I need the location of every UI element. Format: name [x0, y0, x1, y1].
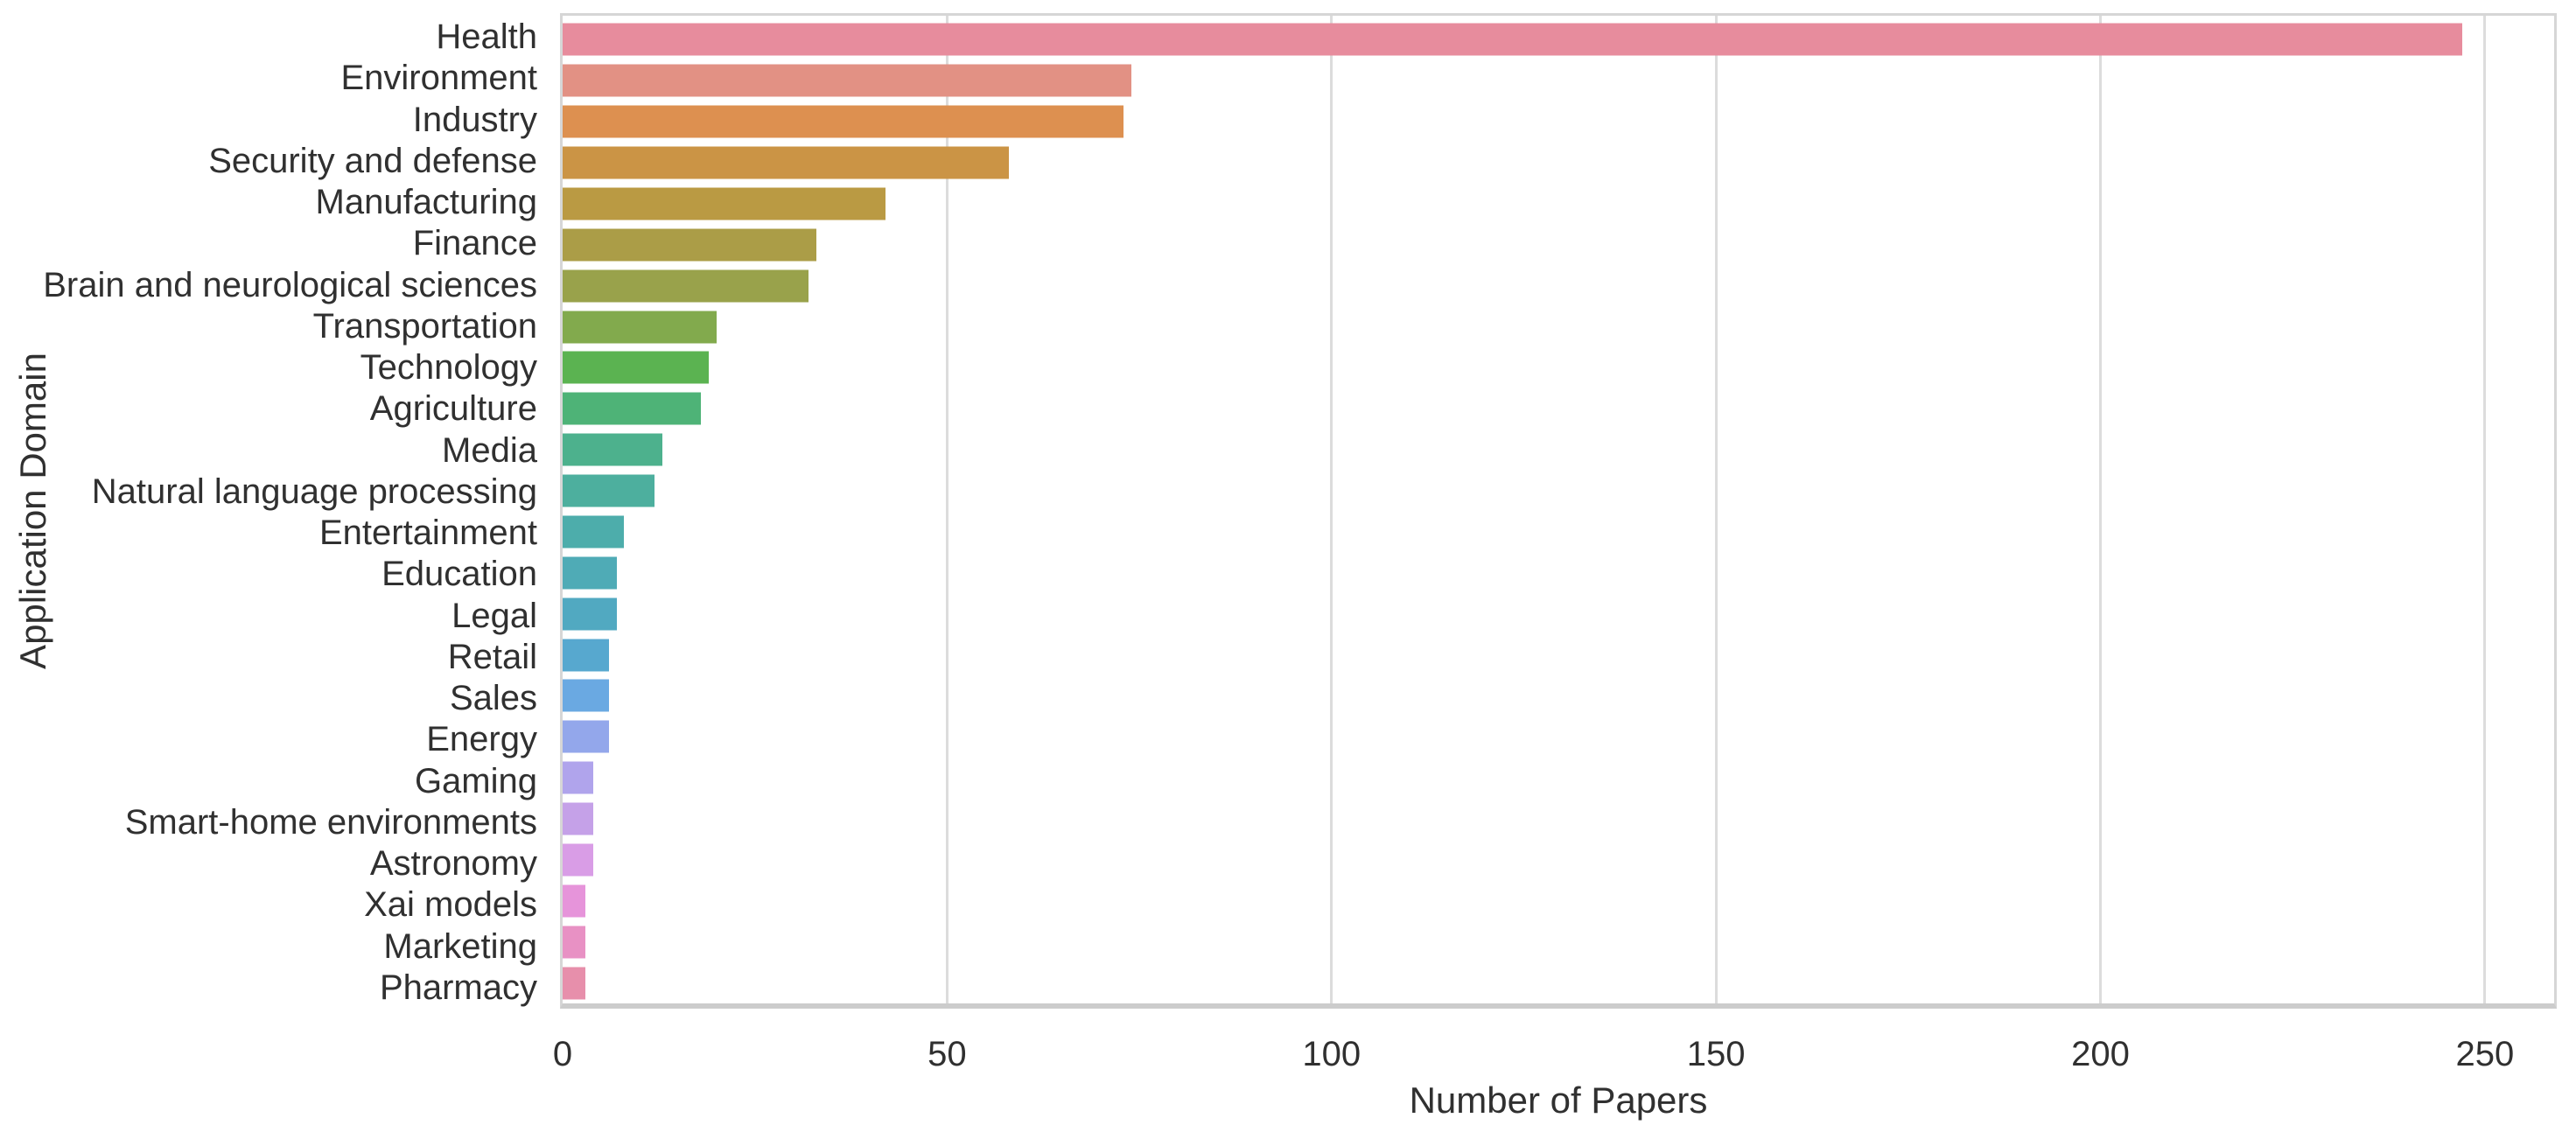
y-tick-label-sales: Sales	[449, 679, 537, 718]
bar-brain-and-neurological-sciences	[563, 269, 809, 303]
bar-sales	[563, 679, 609, 712]
x-tick-label-250: 250	[2455, 1035, 2515, 1073]
y-tick-label-finance: Finance	[412, 224, 537, 263]
bar-marketing	[563, 926, 586, 959]
x-tick-label-0: 0	[552, 1035, 573, 1073]
y-tick-label-natural-language-processing: Natural language processing	[91, 472, 537, 511]
bar-row-energy	[563, 716, 2554, 758]
y-tick-label-energy: Energy	[426, 720, 537, 759]
plot-area	[560, 13, 2557, 1009]
y-tick-label-environment: Environment	[340, 59, 537, 98]
y-tick-label-marketing: Marketing	[383, 926, 537, 966]
bar-row-natural-language-processing	[563, 471, 2554, 512]
x-tick-label-100: 100	[1302, 1035, 1362, 1073]
y-tick-label-media: Media	[442, 430, 537, 470]
y-tick-label-brain-and-neurological-sciences: Brain and neurological sciences	[43, 265, 537, 304]
bar-row-smart-home-environments	[563, 799, 2554, 840]
y-tick-label-agriculture: Agriculture	[369, 389, 537, 429]
bar-finance	[563, 228, 816, 262]
bar-row-gaming	[563, 758, 2554, 799]
bar-natural-language-processing	[563, 474, 655, 507]
gridline-x-100	[1330, 16, 1334, 1003]
bar-media	[563, 433, 663, 466]
bar-energy	[563, 720, 609, 753]
bar-row-transportation	[563, 306, 2554, 347]
y-tick-label-xai-models: Xai models	[364, 885, 537, 925]
bar-row-health	[563, 19, 2554, 60]
x-tick-label-200: 200	[2071, 1035, 2130, 1073]
y-tick-label-retail: Retail	[447, 637, 537, 676]
y-tick-label-transportation: Transportation	[312, 306, 537, 346]
bar-row-marketing	[563, 921, 2554, 962]
bar-environment	[563, 64, 1132, 97]
y-tick-label-technology: Technology	[360, 348, 537, 388]
bar-row-environment	[563, 60, 2554, 101]
y-tick-label-smart-home-environments: Smart-home environments	[124, 802, 537, 842]
bar-row-media	[563, 430, 2554, 471]
bar-row-legal	[563, 593, 2554, 634]
bar-transportation	[563, 311, 717, 344]
bar-xai-models	[563, 884, 586, 918]
x-axis-title: Number of Papers	[1409, 1080, 1708, 1121]
y-tick-labels: Health Environment Industry Security and de…	[0, 17, 537, 1009]
y-tick-label-health: Health	[436, 17, 537, 57]
x-tick-labels: 0 50 100 150 200 250	[553, 1035, 2554, 1073]
bar-gaming	[563, 761, 594, 794]
bar-rows	[563, 16, 2554, 1003]
y-tick-label-gaming: Gaming	[414, 761, 537, 800]
bar-row-astronomy	[563, 840, 2554, 881]
bar-row-technology	[563, 347, 2554, 388]
gridline-x-50	[945, 16, 948, 1003]
bar-manufacturing	[563, 187, 886, 220]
bar-industry	[563, 105, 1124, 138]
y-tick-label-legal: Legal	[452, 596, 537, 635]
bar-row-sales	[563, 675, 2554, 716]
y-tick-label-entertainment: Entertainment	[318, 514, 537, 553]
y-tick-label-security-and-defense: Security and defense	[208, 141, 537, 180]
gridline-x-200	[2099, 16, 2103, 1003]
y-tick-label-education: Education	[382, 555, 537, 594]
bar-row-entertainment	[563, 512, 2554, 553]
gridline-x-150	[1714, 16, 1718, 1003]
bar-retail	[563, 639, 609, 672]
bar-row-education	[563, 552, 2554, 593]
bar-row-retail	[563, 634, 2554, 675]
bar-row-xai-models	[563, 880, 2554, 921]
y-tick-label-astronomy: Astronomy	[369, 844, 537, 884]
y-tick-label-industry: Industry	[412, 100, 537, 139]
bar-agriculture	[563, 392, 702, 425]
bar-smart-home-environments	[563, 802, 594, 835]
bar-row-agriculture	[563, 388, 2554, 430]
bar-astronomy	[563, 843, 594, 877]
y-tick-label-pharmacy: Pharmacy	[379, 968, 537, 1007]
bar-technology	[563, 351, 709, 384]
bar-row-security-and-defense	[563, 143, 2554, 184]
bar-pharmacy	[563, 967, 586, 1000]
bar-legal	[563, 597, 617, 631]
x-tick-label-150: 150	[1686, 1035, 1746, 1073]
bar-row-finance	[563, 224, 2554, 265]
bar-row-manufacturing	[563, 184, 2554, 225]
gridline-x-250	[2483, 16, 2487, 1003]
bar-row-industry	[563, 101, 2554, 143]
bar-row-brain-and-neurological-sciences	[563, 265, 2554, 306]
x-tick-label-50: 50	[928, 1035, 967, 1073]
bar-row-pharmacy	[563, 962, 2554, 1003]
y-tick-label-manufacturing: Manufacturing	[315, 183, 537, 222]
bar-education	[563, 556, 617, 590]
bar-security-and-defense	[563, 146, 1009, 179]
bar-health	[563, 23, 2462, 56]
bar-entertainment	[563, 515, 625, 549]
